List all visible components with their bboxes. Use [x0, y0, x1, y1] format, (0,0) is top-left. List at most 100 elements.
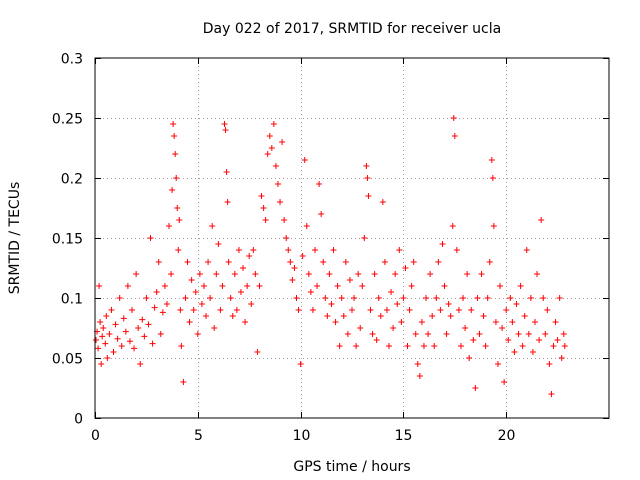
data-point	[252, 271, 259, 277]
data-point	[351, 295, 358, 301]
data-point	[381, 259, 388, 265]
data-point	[316, 181, 323, 187]
data-point	[429, 313, 436, 319]
data-point	[205, 259, 212, 265]
data-point	[180, 379, 187, 385]
data-point	[427, 271, 434, 277]
data-point	[560, 331, 567, 337]
data-point	[324, 313, 331, 319]
data-point	[229, 313, 236, 319]
data-point	[437, 307, 444, 313]
data-point	[293, 295, 300, 301]
data-point	[174, 205, 181, 211]
data-point	[262, 217, 269, 223]
data-point	[359, 283, 366, 289]
data-point	[489, 175, 496, 181]
data-point	[330, 247, 337, 253]
data-point	[527, 295, 534, 301]
data-point	[97, 319, 104, 325]
data-point	[295, 307, 302, 313]
data-point	[211, 325, 218, 331]
data-point	[357, 325, 364, 331]
data-point	[462, 325, 469, 331]
data-point	[175, 247, 182, 253]
data-point	[112, 321, 119, 328]
data-point	[289, 277, 296, 283]
data-point	[186, 319, 193, 325]
y-tick-label: 0.2	[61, 172, 83, 188]
data-point	[93, 337, 100, 343]
data-point	[213, 271, 220, 277]
data-point	[297, 361, 304, 367]
data-point	[344, 331, 351, 337]
data-point	[334, 283, 341, 289]
data-point	[507, 295, 514, 301]
data-point	[240, 265, 247, 271]
data-point	[233, 307, 240, 313]
data-point	[499, 325, 506, 331]
data-point	[336, 343, 343, 349]
data-point	[264, 151, 271, 157]
data-point	[102, 340, 109, 347]
data-point	[379, 199, 386, 205]
data-point	[242, 319, 249, 325]
data-point	[176, 217, 183, 223]
data-point	[450, 115, 457, 121]
data-point	[453, 247, 460, 253]
data-point	[173, 175, 180, 181]
data-point	[377, 313, 384, 319]
data-point	[153, 289, 160, 295]
data-point	[433, 295, 440, 301]
data-point	[151, 304, 158, 311]
data-point	[511, 349, 518, 355]
data-point	[120, 315, 127, 322]
data-point	[166, 223, 173, 229]
data-point	[546, 361, 553, 367]
data-point	[147, 235, 154, 241]
data-point	[106, 331, 113, 337]
data-point	[126, 338, 133, 345]
data-point	[544, 307, 551, 313]
data-point	[122, 328, 129, 335]
data-point	[383, 307, 390, 313]
data-point	[457, 343, 464, 349]
data-point	[488, 157, 495, 163]
y-tick-label: 0	[74, 412, 83, 428]
data-point	[110, 349, 117, 355]
y-axis-label: SRMTID / TECUs	[7, 182, 23, 295]
data-point	[198, 301, 205, 307]
data-point	[274, 181, 281, 187]
data-point	[285, 247, 292, 253]
data-point	[375, 295, 382, 301]
x-tick-label: 10	[293, 428, 311, 444]
data-point	[470, 337, 477, 343]
data-point	[371, 271, 378, 277]
axis-ticks	[95, 58, 609, 419]
data-point	[104, 355, 111, 361]
data-point	[95, 345, 102, 352]
data-point	[416, 373, 423, 379]
data-point	[277, 199, 284, 205]
data-point	[451, 133, 458, 139]
data-point	[538, 217, 545, 223]
data-point	[223, 169, 230, 175]
data-point	[215, 241, 222, 247]
data-point	[550, 343, 557, 349]
data-point	[281, 217, 288, 223]
data-point	[108, 307, 115, 313]
data-point	[410, 259, 417, 265]
data-point	[137, 361, 144, 367]
data-point	[494, 361, 501, 367]
data-point	[99, 333, 106, 340]
data-point	[98, 361, 105, 367]
x-axis-label: GPS time / hours	[293, 459, 410, 475]
data-point	[135, 325, 142, 331]
data-point	[534, 271, 541, 277]
data-point	[178, 343, 185, 349]
data-point	[474, 295, 481, 301]
data-point	[149, 340, 156, 347]
data-point	[171, 133, 178, 139]
data-point	[476, 331, 483, 337]
data-point	[443, 331, 450, 337]
data-point	[441, 283, 448, 289]
